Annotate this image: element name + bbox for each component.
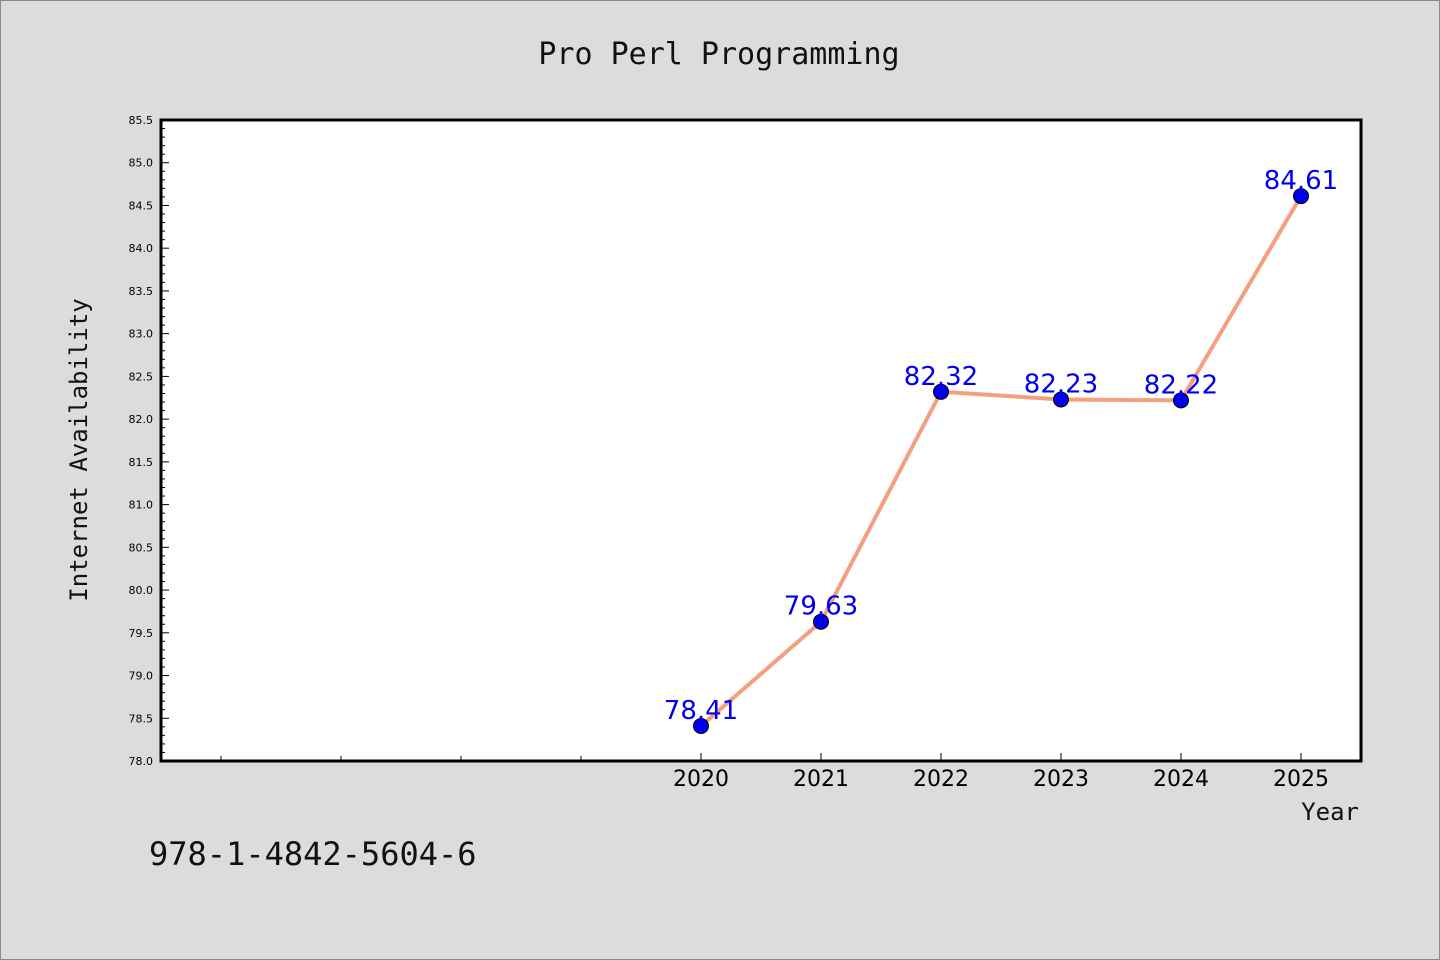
y-tick-label: 80.5 — [129, 541, 154, 554]
x-axis-label: Year — [1301, 798, 1359, 826]
y-axis-label: Internet Availability — [65, 298, 93, 601]
y-tick-label: 85.5 — [129, 114, 154, 127]
data-point — [1173, 392, 1189, 409]
y-tick-label: 81.0 — [129, 499, 154, 512]
y-tick-label: 82.5 — [129, 370, 154, 383]
x-tick-label: 2022 — [913, 767, 969, 792]
data-label: 84.61 — [1264, 166, 1338, 196]
data-label: 78.41 — [664, 696, 738, 726]
data-point — [813, 613, 829, 630]
x-tick-label: 2021 — [793, 767, 849, 792]
y-tick-label: 81.5 — [129, 456, 154, 469]
data-label: 82.22 — [1144, 370, 1218, 400]
y-axis: 78.0 78.5 79.0 79.5 80.0 80.5 81.0 81.5 82.0 82.5… — [129, 114, 169, 768]
data-point — [933, 383, 949, 400]
y-tick-label: 79.5 — [129, 627, 154, 640]
y-tick-label: 83.5 — [129, 285, 154, 298]
data-point — [1293, 188, 1309, 205]
y-tick-label: 85.0 — [129, 157, 154, 170]
x-tick-label: 2025 — [1273, 767, 1329, 792]
x-axis: 2020 2021 2022 2023 2024 2025 — [220, 753, 1329, 792]
y-tick-label: 79.0 — [129, 670, 154, 683]
x-tick-label: 2024 — [1153, 767, 1209, 792]
y-tick-label: 82.0 — [129, 413, 154, 426]
x-tick-label: 2023 — [1033, 767, 1089, 792]
plot-area — [159, 118, 1363, 763]
x-tick-label: 2020 — [673, 767, 729, 792]
data-label: 82.23 — [1024, 369, 1098, 399]
y-tick-label: 84.0 — [129, 242, 154, 255]
y-tick-label: 78.5 — [129, 712, 154, 725]
y-tick-label: 83.0 — [129, 328, 154, 341]
data-label: 79.63 — [784, 592, 858, 622]
chart-title: Pro Perl Programming — [538, 37, 899, 72]
data-point — [693, 717, 709, 734]
series-line — [699, 195, 1303, 728]
series-layer: 78.41 79.63 82.32 82.23 82.22 84.61 — [664, 166, 1338, 734]
data-point — [1053, 391, 1069, 408]
y-tick-label: 78.0 — [129, 755, 154, 768]
y-tick-label: 84.5 — [129, 199, 154, 212]
y-tick-label: 80.0 — [129, 584, 154, 597]
isbn-text: 978-1-4842-5604-6 — [149, 835, 477, 873]
data-label: 82.32 — [904, 362, 978, 392]
